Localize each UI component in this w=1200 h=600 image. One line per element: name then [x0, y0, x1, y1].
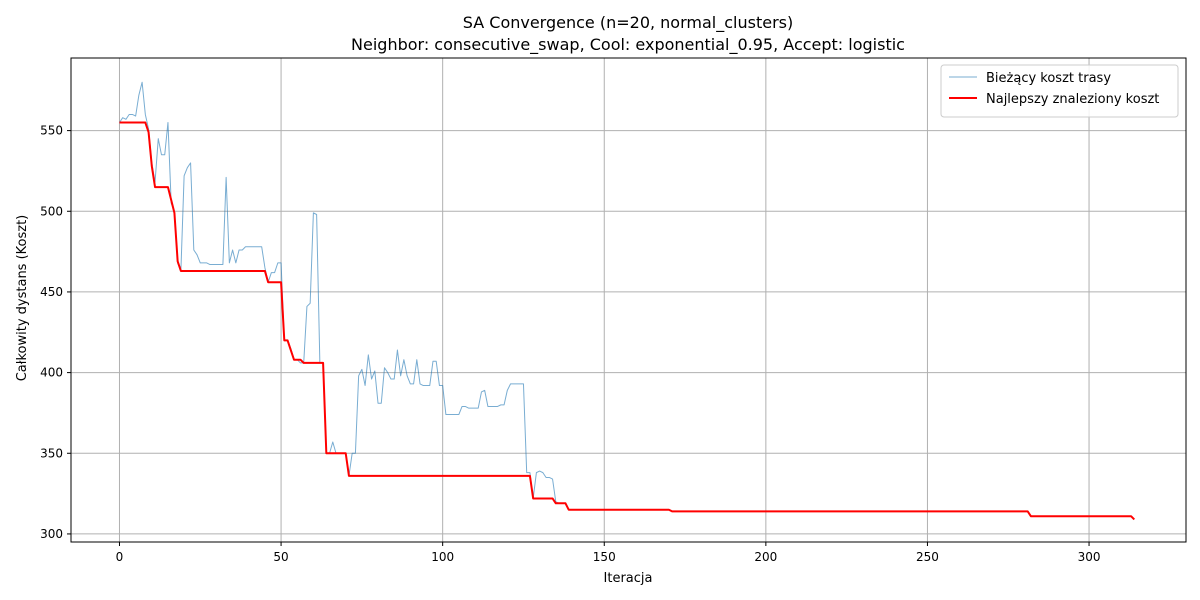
- chart-subtitle: Neighbor: consecutive_swap, Cool: expone…: [351, 35, 905, 55]
- x-tick-label: 150: [593, 550, 616, 564]
- y-tick-label: 400: [40, 366, 63, 380]
- grid-lines: [71, 58, 1186, 542]
- y-axis-ticks: 300 350 400 450 500 550: [40, 124, 71, 541]
- legend-label-best-cost: Najlepszy znaleziony koszt: [986, 92, 1159, 107]
- x-tick-label: 300: [1078, 550, 1101, 564]
- series-line-best-cost: [119, 121, 1135, 521]
- y-tick-label: 550: [40, 124, 63, 138]
- chart-title: SA Convergence (n=20, normal_clusters): [463, 13, 793, 33]
- legend: Bieżący koszt trasy Najlepszy znaleziony…: [940, 64, 1179, 118]
- x-axis-ticks: 0 50 100 150 200 250 300: [116, 542, 1101, 564]
- x-tick-label: 50: [273, 550, 288, 564]
- x-tick-label: 0: [116, 550, 124, 564]
- y-axis-label: Całkowity dystans (Koszt): [15, 215, 30, 382]
- y-tick-label: 500: [40, 204, 63, 218]
- plot-area-frame: [70, 57, 1187, 543]
- series-layer: [119, 81, 1135, 521]
- legend-label-current-cost: Bieżący koszt trasy: [986, 71, 1111, 86]
- y-tick-label: 450: [40, 285, 63, 299]
- x-axis-label: Iteracja: [604, 571, 653, 586]
- x-tick-label: 100: [431, 550, 454, 564]
- x-tick-label: 250: [916, 550, 939, 564]
- y-tick-label: 300: [40, 527, 63, 541]
- y-tick-label: 350: [40, 446, 63, 460]
- legend-frame: [940, 64, 1179, 118]
- x-tick-label: 200: [754, 550, 777, 564]
